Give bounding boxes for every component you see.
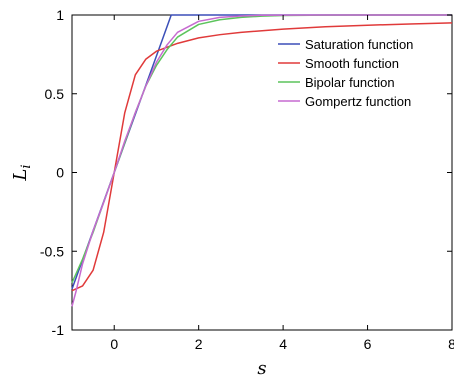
x-axis-label: s — [257, 358, 266, 378]
x-tick-label: 8 — [448, 336, 454, 352]
x-tick-label: 6 — [364, 336, 372, 352]
y-tick-label: -0.5 — [40, 243, 64, 259]
x-tick-label: 0 — [110, 336, 118, 352]
y-axis-label: Li — [10, 164, 34, 181]
legend-label: Bipolar function — [305, 75, 395, 90]
legend-label: Smooth function — [305, 56, 399, 71]
y-tick-label: 0.5 — [45, 86, 65, 102]
y-axis-label-main: L — [10, 169, 31, 182]
y-axis: -1 -0.5 0 0.5 1 — [40, 7, 452, 338]
legend-label: Gompertz function — [305, 94, 411, 109]
y-axis-label-subscript: i — [19, 164, 34, 168]
legend-label: Saturation function — [305, 37, 413, 52]
series-line-4 — [71, 14, 452, 307]
y-tick-label: -1 — [52, 322, 65, 338]
y-tick-label: 0 — [56, 165, 64, 181]
x-tick-label: 4 — [279, 336, 287, 352]
legend-box — [274, 32, 440, 114]
x-axis: 0 2 4 6 8 — [110, 15, 454, 352]
x-tick-label: 2 — [195, 336, 203, 352]
y-tick-label: 1 — [56, 7, 64, 23]
legend: Saturation function Smooth function Bipola… — [274, 32, 440, 114]
series-line-2 — [71, 22, 453, 292]
